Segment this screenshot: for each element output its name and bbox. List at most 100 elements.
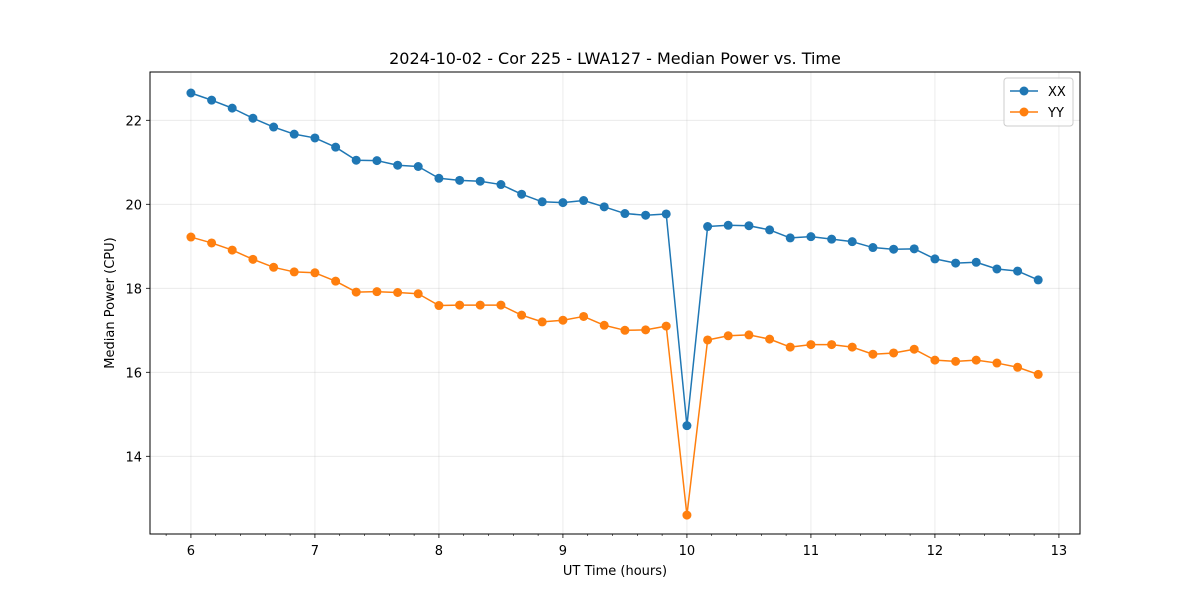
x-tick-label: 10: [679, 544, 696, 559]
data-point-xx: [517, 189, 527, 199]
data-point-yy: [661, 321, 671, 331]
data-point-yy: [682, 510, 692, 520]
data-point-xx: [765, 225, 775, 235]
data-point-xx: [909, 244, 919, 254]
y-tick-label: 16: [125, 366, 142, 381]
legend-marker-yy: [1019, 107, 1029, 117]
data-point-yy: [723, 331, 733, 341]
data-point-xx: [455, 175, 465, 185]
data-point-xx: [827, 234, 837, 244]
data-point-xx: [248, 113, 258, 123]
y-tick-label: 20: [125, 198, 142, 213]
data-point-yy: [951, 356, 961, 366]
data-series: [186, 88, 1043, 520]
data-point-yy: [599, 320, 609, 330]
data-point-xx: [310, 133, 320, 143]
plot-area-frame: [149, 71, 1081, 535]
legend-label-xx: XX: [1048, 85, 1066, 100]
data-point-xx: [951, 258, 961, 268]
data-point-yy: [971, 355, 981, 365]
data-point-xx: [207, 95, 217, 105]
data-point-yy: [992, 358, 1002, 368]
data-point-xx: [331, 142, 341, 152]
data-point-xx: [703, 222, 713, 232]
data-point-xx: [351, 155, 361, 165]
data-point-xx: [434, 173, 444, 183]
data-point-xx: [806, 232, 816, 242]
data-point-yy: [930, 355, 940, 365]
legend: XX YY: [1003, 77, 1074, 127]
data-point-xx: [475, 176, 485, 186]
y-tick-label: 14: [125, 450, 142, 465]
data-point-yy: [517, 310, 527, 320]
x-tick-label: 7: [311, 544, 319, 559]
series-yy: [186, 232, 1043, 520]
data-point-yy: [186, 232, 196, 242]
data-point-xx: [847, 237, 857, 247]
data-point-xx: [930, 254, 940, 264]
data-point-yy: [372, 287, 382, 297]
data-point-yy: [765, 334, 775, 344]
data-point-xx: [971, 257, 981, 267]
data-point-xx: [682, 421, 692, 431]
data-point-yy: [248, 254, 258, 264]
data-point-yy: [310, 268, 320, 278]
x-axis-label: UT Time (hours): [563, 564, 667, 579]
x-tick-label: 8: [435, 544, 443, 559]
data-point-yy: [413, 289, 423, 299]
data-point-yy: [434, 301, 444, 311]
data-point-yy: [703, 335, 713, 345]
series-xx: [186, 88, 1043, 431]
data-point-xx: [579, 196, 589, 206]
data-point-xx: [558, 198, 568, 208]
data-point-xx: [496, 180, 506, 190]
data-point-xx: [868, 243, 878, 253]
data-point-yy: [744, 330, 754, 340]
data-point-xx: [413, 162, 423, 171]
data-point-yy: [620, 325, 630, 335]
data-point-yy: [496, 300, 506, 310]
data-point-yy: [393, 288, 403, 297]
data-point-xx: [744, 221, 754, 231]
data-point-xx: [289, 129, 299, 139]
data-point-xx: [889, 244, 899, 254]
data-point-xx: [661, 209, 671, 219]
data-point-yy: [227, 245, 237, 255]
data-point-yy: [889, 348, 899, 358]
data-point-xx: [227, 103, 237, 113]
data-point-yy: [827, 340, 837, 350]
y-tick-label: 22: [125, 114, 142, 129]
x-tick-label: 13: [1051, 544, 1068, 559]
data-point-yy: [847, 342, 857, 352]
chart-title: 2024-10-02 - Cor 225 - LWA127 - Median P…: [389, 49, 841, 68]
data-point-yy: [289, 267, 299, 277]
data-point-yy: [641, 325, 651, 335]
legend-label-yy: YY: [1047, 106, 1064, 121]
legend-marker-xx: [1019, 86, 1029, 96]
data-point-yy: [868, 349, 878, 359]
data-point-yy: [455, 300, 465, 310]
data-point-yy: [785, 342, 795, 352]
data-point-yy: [1013, 362, 1023, 372]
data-point-yy: [537, 317, 547, 327]
data-point-yy: [331, 276, 341, 286]
data-point-xx: [620, 209, 630, 219]
data-point-yy: [909, 344, 919, 354]
data-point-xx: [992, 264, 1002, 274]
data-point-xx: [269, 122, 279, 132]
data-point-yy: [269, 262, 279, 272]
data-point-xx: [641, 210, 651, 220]
axis-ticks: 6 7 8 9 10 11 12 13 14 16 18 20 22: [125, 114, 1067, 559]
y-tick-label: 18: [125, 282, 142, 297]
x-tick-label: 12: [927, 544, 944, 559]
x-tick-label: 6: [187, 544, 195, 559]
data-point-xx: [723, 220, 733, 230]
data-point-xx: [537, 197, 547, 207]
data-point-yy: [579, 311, 589, 321]
data-point-xx: [372, 156, 382, 166]
data-point-yy: [558, 315, 568, 325]
data-point-xx: [1033, 275, 1043, 285]
data-point-yy: [475, 300, 485, 310]
data-point-xx: [1013, 266, 1023, 276]
